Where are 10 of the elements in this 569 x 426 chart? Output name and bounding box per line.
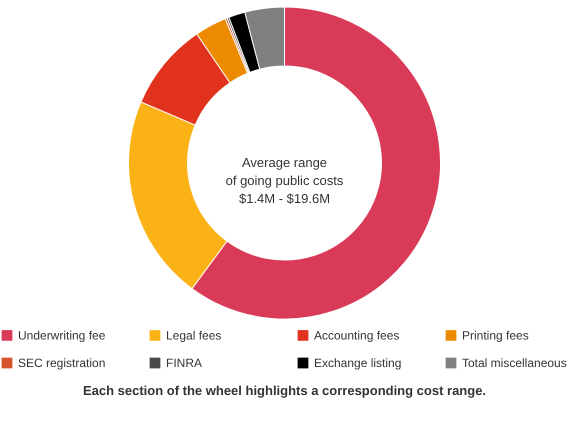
- legend-label: SEC registration: [18, 356, 106, 370]
- text: Each section of the wheel highlights a corresponding cost range.: [82, 383, 486, 398]
- legend-label: Printing fees: [462, 328, 529, 342]
- legend-label: Total miscellaneous: [462, 356, 567, 370]
- legend-label: Exchange listing: [314, 356, 402, 370]
- text: Average range of going public costs $1.4M - $19.6M: [226, 155, 344, 206]
- legend-label: Accounting fees: [314, 328, 400, 342]
- legend-label: Legal fees: [166, 328, 222, 342]
- legend-label: FINRA: [166, 356, 202, 370]
- legend-label: Underwriting fee: [18, 328, 106, 342]
